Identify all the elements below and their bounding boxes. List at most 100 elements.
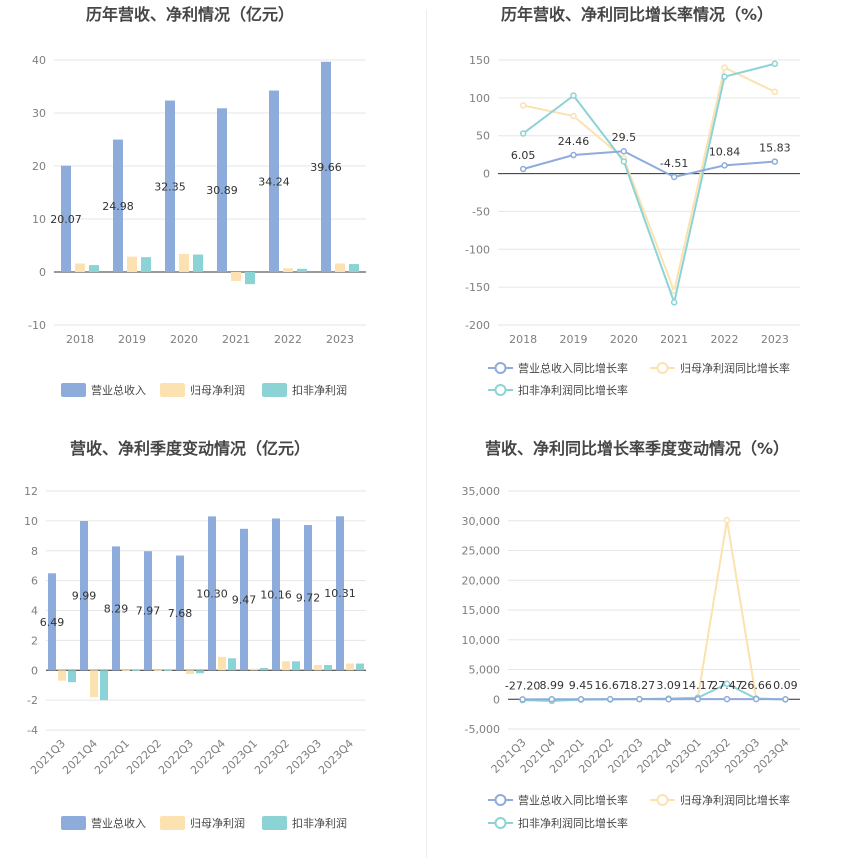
data-point [519, 165, 527, 173]
data-label: 9.45 [569, 679, 594, 692]
bar [165, 100, 175, 272]
legend-label: 归母净利润同比增长率 [680, 361, 790, 375]
legend-swatch [61, 816, 86, 830]
data-point [723, 695, 731, 703]
legend-label: 扣非净利润 [292, 383, 347, 397]
y-tick-label: 20 [32, 160, 46, 173]
chart-title: 历年营收、净利同比增长率情况（%） [501, 5, 773, 24]
data-point [670, 173, 678, 181]
legend-swatch [160, 816, 185, 830]
data-point [519, 102, 527, 109]
legend-label: 营业总收入 [91, 383, 146, 397]
y-tick-label: 4 [31, 605, 38, 618]
annual-amounts-panel: 历年营收、净利情况（亿元） 40 30 20 10 0 -10 2018 2019 2020 202… [0, 0, 425, 434]
series-line [522, 150, 775, 179]
bar [217, 108, 227, 273]
bar [90, 670, 98, 698]
x-tick-label: 2020 [610, 333, 638, 346]
y-tick-label: 0 [483, 168, 490, 181]
data-label: 6.49 [40, 616, 65, 629]
y-tick-label: 6 [31, 575, 38, 588]
data-point [570, 92, 577, 99]
y-tick-label: -200 [465, 319, 490, 332]
data-point [548, 695, 556, 703]
y-tick-label: 20,000 [462, 574, 501, 587]
data-label: 16.67 [594, 679, 626, 692]
bar [208, 516, 216, 671]
data-label: 7.97 [136, 605, 161, 618]
series-line [522, 66, 776, 295]
y-tick-label: -100 [465, 243, 490, 256]
data-label: 39.66 [310, 161, 342, 174]
bar [228, 658, 236, 671]
legend-marker [494, 362, 507, 374]
data-label: 34.24 [258, 175, 290, 188]
data-label: -4.51 [660, 157, 688, 170]
y-tick-label: -10 [28, 319, 46, 332]
y-tick-label: 10,000 [462, 634, 501, 647]
quarterly-amounts-panel: 营收、净利季度变动情况（亿元） 12 10 8 6 4 2 0 -2 -4 2021Q3 2021Q4… [0, 434, 425, 868]
data-point [519, 130, 527, 137]
y-tick-label: 15,000 [462, 604, 501, 617]
data-point [606, 695, 614, 703]
data-label: 15.83 [759, 142, 791, 155]
legend-label: 归母净利润 [190, 383, 245, 397]
data-point [723, 516, 731, 524]
data-point [721, 73, 728, 80]
legend-swatch [262, 383, 287, 397]
data-label: 10.16 [260, 588, 292, 601]
data-label: 26.66 [740, 679, 772, 692]
data-point [721, 64, 728, 71]
data-point [752, 695, 760, 703]
quarterly-growth-panel: 营收、净利同比增长率季度变动情况（%） 35,000 30,000 25,000 20,… [425, 434, 850, 868]
data-label: 6.05 [511, 149, 536, 162]
y-tick-label: 35,000 [462, 485, 501, 498]
y-tick-label: 100 [469, 92, 490, 105]
bar [122, 669, 130, 671]
bar [321, 61, 331, 272]
x-tick-label: 2020 [170, 333, 198, 346]
x-tick-label: 2022 [711, 333, 739, 346]
data-label: 32.35 [154, 180, 186, 193]
data-point [577, 695, 585, 703]
bar [186, 670, 194, 674]
y-tick-label: 10 [32, 213, 46, 226]
data-label: 7.68 [168, 607, 193, 620]
y-tick-label: -50 [472, 205, 490, 218]
data-label: 0.09 [773, 679, 798, 692]
legend-label: 归母净利润同比增长率 [680, 793, 790, 807]
y-tick-label: 30 [32, 107, 46, 120]
data-point [771, 60, 779, 68]
bar [176, 555, 184, 671]
legend-label: 营业总收入同比增长率 [518, 793, 628, 807]
bar [193, 254, 203, 272]
bar [335, 263, 345, 272]
data-point [771, 158, 779, 165]
y-tick-label: -4 [27, 724, 38, 737]
bar [218, 656, 226, 671]
y-tick-label: -150 [465, 281, 490, 294]
x-tick-label: 2023Q4 [316, 737, 356, 777]
data-label: 10.84 [709, 145, 741, 158]
data-label: 14.17 [682, 679, 714, 692]
annual-amounts-chart: 历年营收、净利情况（亿元） 40 30 20 10 0 -10 2018 2019 2020 202… [28, 5, 366, 397]
bar [346, 663, 354, 671]
bar [324, 665, 332, 671]
bar [349, 264, 359, 272]
x-tick-label: 2022 [274, 333, 302, 346]
bar [272, 518, 280, 671]
data-point [620, 158, 628, 165]
legend-label: 扣非净利润同比增长率 [518, 816, 628, 830]
bar [231, 272, 241, 282]
x-tick-label: 2019 [118, 333, 146, 346]
bar [245, 272, 255, 285]
y-tick-label: -2 [27, 694, 38, 707]
y-tick-label: 12 [24, 485, 38, 498]
bar [260, 668, 268, 671]
bar [144, 551, 152, 671]
legend-swatch [160, 383, 185, 397]
bar [304, 525, 312, 671]
bar [196, 670, 204, 674]
bar [250, 668, 258, 671]
data-point [723, 680, 731, 688]
